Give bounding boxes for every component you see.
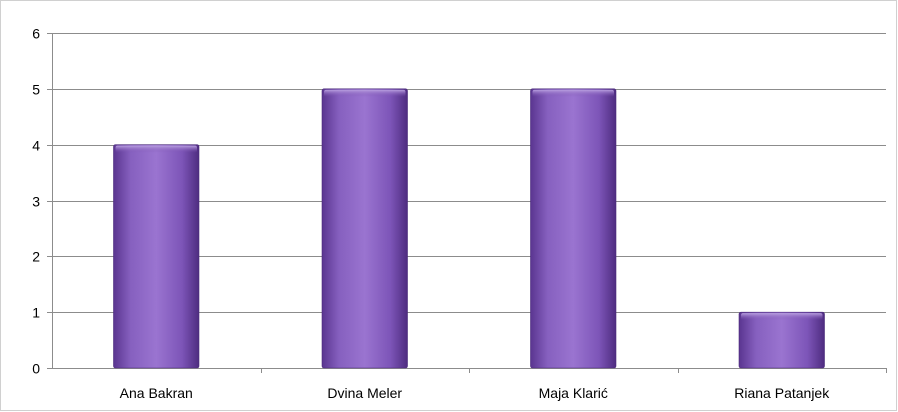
bar-group: [738, 311, 825, 369]
bar: [113, 144, 200, 369]
bar-highlight: [532, 89, 614, 97]
x-category-label: Riana Patanjek: [734, 385, 830, 401]
bars: [113, 88, 825, 369]
bar-group: [530, 88, 617, 369]
bar-group: [113, 144, 200, 369]
y-tick-label: 1: [32, 305, 40, 321]
y-tick-label: 5: [32, 82, 40, 98]
y-tick-label: 6: [32, 26, 40, 42]
bar: [738, 311, 825, 369]
bar: [321, 88, 408, 369]
y-tick-labels: 0 1 2 3 4 5 6: [32, 26, 40, 377]
x-category-label: Dvina Meler: [327, 385, 402, 401]
y-tick-label: 4: [32, 138, 40, 154]
bar: [530, 88, 617, 369]
axes: [47, 33, 887, 373]
x-category-label: Maja Klarić: [539, 385, 608, 401]
bar-highlight: [115, 145, 197, 153]
y-tick-label: 0: [32, 361, 40, 377]
x-category-label: Ana Bakran: [120, 385, 193, 401]
x-category-labels: Ana Bakran Dvina Meler Maja Klarić Riana Pa…: [120, 385, 831, 401]
y-tick-label: 3: [32, 194, 40, 210]
bar-highlight: [741, 313, 823, 321]
bar-highlight: [324, 89, 406, 97]
bar-group: [321, 88, 408, 369]
y-tick-label: 2: [32, 249, 40, 265]
